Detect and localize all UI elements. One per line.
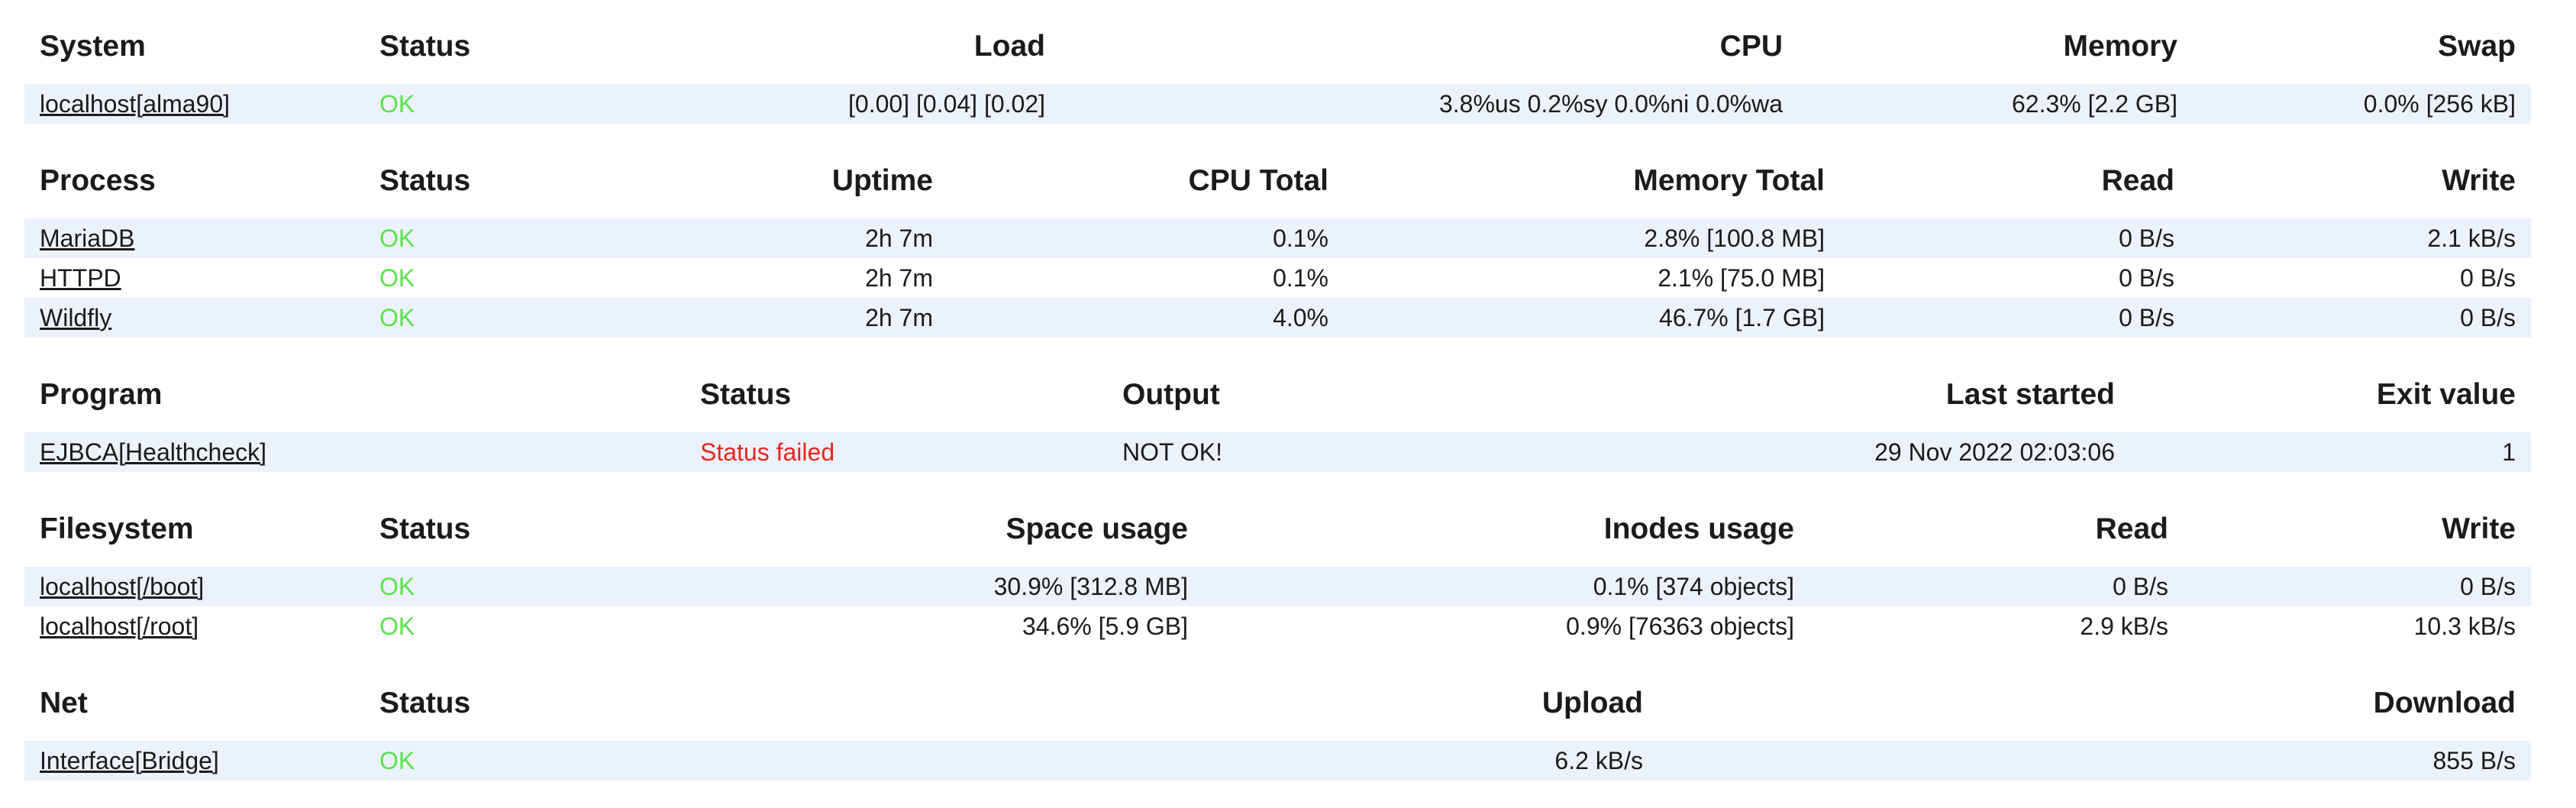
last-started-value: 29 Nov 2022 02:03:06 [1519,432,2130,472]
net-header-row: Net Status Upload Download [24,680,2531,741]
column-header-memory-total: Memory Total [1633,164,1825,197]
service-link-ejbca-healthcheck[interactable]: EJBCA[Healthcheck] [40,438,267,466]
table-row: HTTPD OK 2h 7m 0.1% 2.1% [75.0 MB] 0 B/s… [24,258,2531,298]
monit-status-page: System Status Load CPU Memory Swap local… [24,23,2531,781]
service-link-mariadb[interactable]: MariaDB [40,224,135,252]
read-value: 0 B/s [1840,218,2190,258]
uptime-value: 2h 7m [865,263,933,292]
table-row: Wildfly OK 2h 7m 4.0% 46.7% [1.7 GB] 0 B… [24,298,2531,338]
column-header-upload: Upload [1541,687,1643,719]
read-value: 0 B/s [2119,263,2174,292]
memory-total-value: 2.8% [100.8 MB] [1344,218,1840,258]
column-header-output: Output [1122,378,1220,411]
cpu-value: 3.8%us 0.2%sy 0.0%ni 0.0%wa [1060,84,1798,124]
table-row: localhost[/root] OK 34.6% [5.9 GB] 0.9% … [24,606,2531,646]
read-value: 2.9 kB/s [2080,612,2168,640]
space-usage-value: 34.6% [5.9 GB] [1022,612,1188,640]
column-header-status: Status [379,164,471,197]
write-value: 2.1 kB/s [2190,218,2531,258]
read-value: 0 B/s [1840,298,2190,338]
uptime-value: 2h 7m [670,218,948,258]
memory-total-value: 46.7% [1.7 GB] [1344,298,1840,338]
download-value: 855 B/s [1658,741,2531,781]
service-link-wildfly[interactable]: Wildfly [40,303,112,331]
status-badge: Status failed [685,432,1107,472]
status-badge: OK [379,612,415,640]
cpu-total-value: 0.1% [948,218,1344,258]
column-header-memory: Memory [2063,30,2177,63]
service-link-localhost-alma90[interactable]: localhost[alma90] [40,89,231,118]
upload-value: 6.2 kB/s [670,741,1658,781]
inodes-usage-value: 0.9% [76363 objects] [1566,612,1794,640]
write-value: 0 B/s [2460,263,2516,292]
column-header-space-usage: Space usage [1006,512,1188,545]
column-header-download: Download [2373,687,2516,719]
table-row: localhost[alma90] OK [0.00] [0.04] [0.02… [24,84,2531,124]
read-value: 0 B/s [1809,567,2184,606]
column-header-swap: Swap [2438,30,2516,63]
status-badge: OK [364,218,670,258]
space-usage-value: 30.9% [312.8 MB] [670,567,1203,606]
service-link-httpd[interactable]: HTTPD [40,263,121,292]
status-badge: OK [379,263,415,292]
column-header-exit-value: Exit value [2376,378,2516,411]
column-header-read: Read [2101,164,2174,197]
column-header-write: Write [2442,164,2516,197]
cpu-total-value: 0.1% [1273,263,1328,292]
column-header-program: Program [40,378,163,411]
service-link-interface-bridge[interactable]: Interface[Bridge] [40,746,219,774]
column-header-last-started: Last started [1945,378,2115,411]
table-row: Interface[Bridge] OK 6.2 kB/s 855 B/s [24,741,2531,781]
status-badge: OK [364,567,670,606]
output-value: NOT OK! [1107,432,1519,472]
process-table: Process Status Uptime CPU Total Memory T… [24,157,2531,338]
swap-value: 0.0% [256 kB] [2193,84,2531,124]
column-header-net: Net [40,687,88,719]
column-header-cpu: CPU [1719,30,1783,63]
status-badge: OK [364,298,670,338]
column-header-filesystem: Filesystem [40,512,194,545]
program-header-row: Program Status Output Last started Exit … [24,371,2531,432]
column-header-status: Status [379,687,471,719]
load-value: [0.00] [0.04] [0.02] [670,84,1060,124]
column-header-cpu-total: CPU Total [1188,164,1328,197]
write-value: 0 B/s [2190,298,2531,338]
column-header-status: Status [379,30,471,63]
service-link-localhost-root[interactable]: localhost[/root] [40,612,199,640]
column-header-write: Write [2442,512,2516,545]
column-header-status: Status [379,512,471,545]
cpu-total-value: 4.0% [948,298,1344,338]
service-link-localhost-boot[interactable]: localhost[/boot] [40,572,205,600]
table-row: MariaDB OK 2h 7m 0.1% 2.8% [100.8 MB] 0 … [24,218,2531,258]
program-table: Program Status Output Last started Exit … [24,371,2531,472]
memory-value: 62.3% [2.2 GB] [1798,84,2193,124]
filesystem-header-row: Filesystem Status Space usage Inodes usa… [24,506,2531,567]
write-value: 0 B/s [2184,567,2531,606]
column-header-read: Read [2095,512,2168,545]
write-value: 10.3 kB/s [2413,612,2516,640]
system-header-row: System Status Load CPU Memory Swap [24,23,2531,84]
process-header-row: Process Status Uptime CPU Total Memory T… [24,157,2531,218]
column-header-uptime: Uptime [831,164,933,197]
exit-value: 1 [2130,432,2531,472]
inodes-usage-value: 0.1% [374 objects] [1203,567,1809,606]
status-badge: OK [364,741,670,781]
column-header-system: System [40,30,146,63]
system-table: System Status Load CPU Memory Swap local… [24,23,2531,124]
column-header-status: Status [700,378,792,411]
column-header-load: Load [973,30,1045,63]
status-badge: OK [364,84,670,124]
uptime-value: 2h 7m [670,298,948,338]
column-header-process: Process [40,164,156,197]
net-table: Net Status Upload Download Interface[Bri… [24,680,2531,781]
table-row: localhost[/boot] OK 30.9% [312.8 MB] 0.1… [24,567,2531,606]
column-header-inodes-usage: Inodes usage [1603,512,1794,545]
memory-total-value: 2.1% [75.0 MB] [1658,263,1825,292]
filesystem-table: Filesystem Status Space usage Inodes usa… [24,506,2531,646]
table-row: EJBCA[Healthcheck] Status failed NOT OK!… [24,432,2531,472]
